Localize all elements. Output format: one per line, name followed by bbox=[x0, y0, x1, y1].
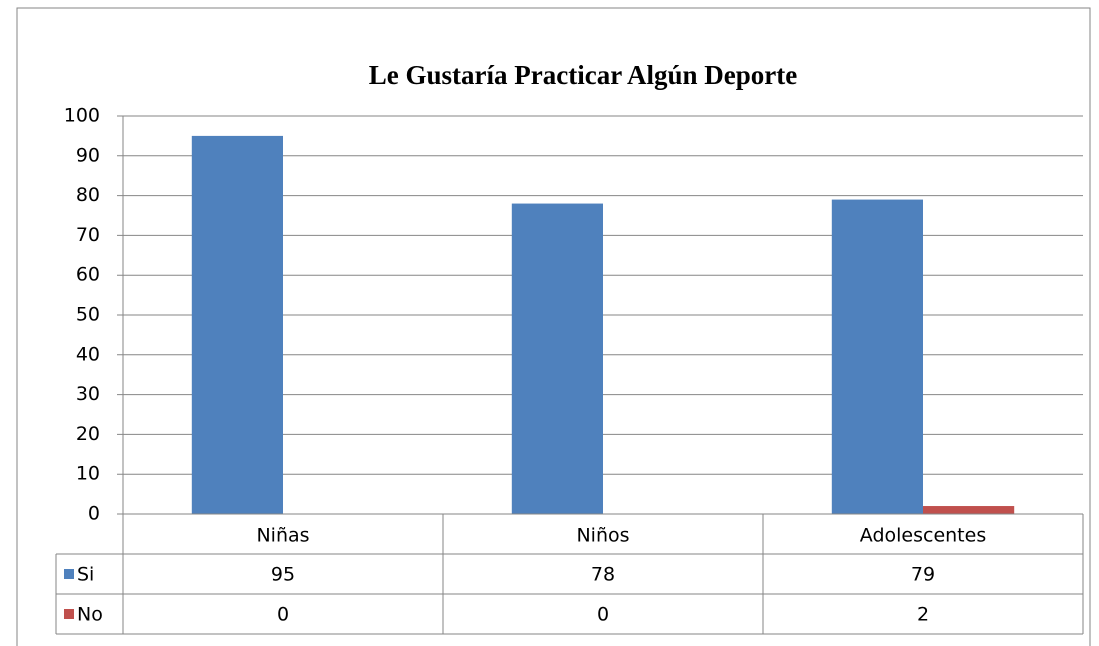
legend-label: No bbox=[77, 604, 103, 626]
x-tick-label: Niños bbox=[576, 525, 629, 547]
bar bbox=[511, 203, 603, 514]
table-value: 78 bbox=[591, 564, 615, 586]
y-tick-label: 70 bbox=[76, 224, 100, 246]
bar bbox=[191, 135, 283, 514]
x-tick-label: Adolescentes bbox=[860, 525, 986, 547]
legend-swatch bbox=[64, 609, 74, 619]
y-tick-label: 100 bbox=[64, 105, 100, 127]
chart-frame bbox=[16, 7, 1091, 646]
y-tick-label: 40 bbox=[76, 343, 100, 365]
x-tick-label: Niñas bbox=[256, 525, 309, 547]
legend-swatch bbox=[64, 569, 74, 579]
y-tick-label: 30 bbox=[76, 383, 100, 405]
table-value: 79 bbox=[911, 564, 935, 586]
y-tick-label: 90 bbox=[76, 144, 100, 166]
chart-title: Le Gustaría Practicar Algún Deporte bbox=[369, 60, 797, 90]
legend-label: Si bbox=[77, 564, 94, 586]
y-tick-label: 10 bbox=[76, 463, 100, 485]
y-tick-label: 20 bbox=[76, 423, 100, 445]
table-value: 2 bbox=[917, 604, 929, 626]
y-tick-label: 80 bbox=[76, 184, 100, 206]
table-value: 0 bbox=[277, 604, 289, 626]
bar bbox=[923, 506, 1015, 514]
table-value: 95 bbox=[271, 564, 295, 586]
y-tick-label: 60 bbox=[76, 264, 100, 286]
y-tick-label: 50 bbox=[76, 304, 100, 326]
table-value: 0 bbox=[597, 604, 609, 626]
bar bbox=[831, 199, 923, 514]
y-tick-label: 0 bbox=[88, 503, 100, 525]
